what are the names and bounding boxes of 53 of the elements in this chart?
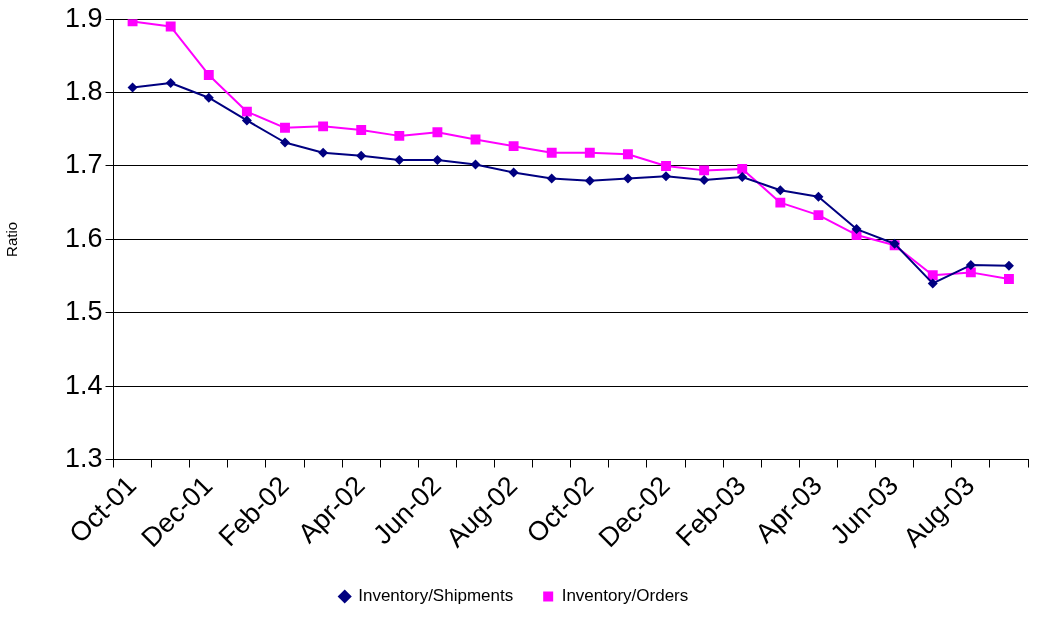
- point: [546, 173, 557, 184]
- legend-label: Inventory/Shipments: [358, 586, 514, 606]
- point: [737, 171, 748, 182]
- point: [432, 127, 443, 138]
- point: [699, 174, 710, 185]
- point: [394, 130, 405, 141]
- point: [813, 210, 824, 221]
- point: [432, 155, 443, 166]
- point: [546, 147, 557, 158]
- point: [280, 122, 290, 133]
- y-tick-label: 1.8: [64, 76, 103, 107]
- legend-label: Inventory/Orders: [561, 586, 689, 606]
- point: [813, 191, 824, 202]
- point: [241, 106, 252, 117]
- point: [356, 150, 367, 161]
- y-tick-label: 1.6: [64, 222, 103, 253]
- point: [661, 161, 671, 171]
- point: [508, 167, 519, 178]
- y-tick-label: 1.9: [64, 2, 103, 33]
- point: [394, 155, 405, 166]
- point: [1004, 274, 1014, 284]
- y-axis-title: Ratio: [3, 221, 21, 257]
- point: [318, 147, 329, 158]
- point: [927, 278, 938, 289]
- point: [356, 125, 367, 135]
- point: [280, 137, 290, 148]
- point: [775, 185, 786, 196]
- point: [622, 173, 633, 184]
- y-tick-label: 1.4: [64, 369, 103, 400]
- point: [851, 224, 862, 235]
- point: [470, 134, 481, 145]
- point: [241, 115, 252, 126]
- point: [622, 149, 633, 160]
- point: [927, 270, 938, 281]
- y-tick-label: 1.5: [64, 296, 103, 327]
- point: [165, 21, 176, 32]
- point: [470, 159, 481, 170]
- point: [584, 147, 595, 158]
- point: [584, 175, 595, 186]
- point: [775, 197, 786, 208]
- point: [165, 78, 176, 89]
- point: [1003, 260, 1014, 271]
- point: [699, 165, 710, 176]
- y-tick-label: 1.7: [64, 149, 103, 180]
- point: [318, 121, 329, 132]
- point: [203, 70, 214, 80]
- y-tick-label: 1.3: [64, 442, 103, 473]
- point: [965, 260, 976, 271]
- point: [203, 92, 214, 103]
- point: [661, 171, 672, 182]
- point: [508, 141, 519, 152]
- point: [127, 82, 138, 93]
- point: [737, 163, 748, 174]
